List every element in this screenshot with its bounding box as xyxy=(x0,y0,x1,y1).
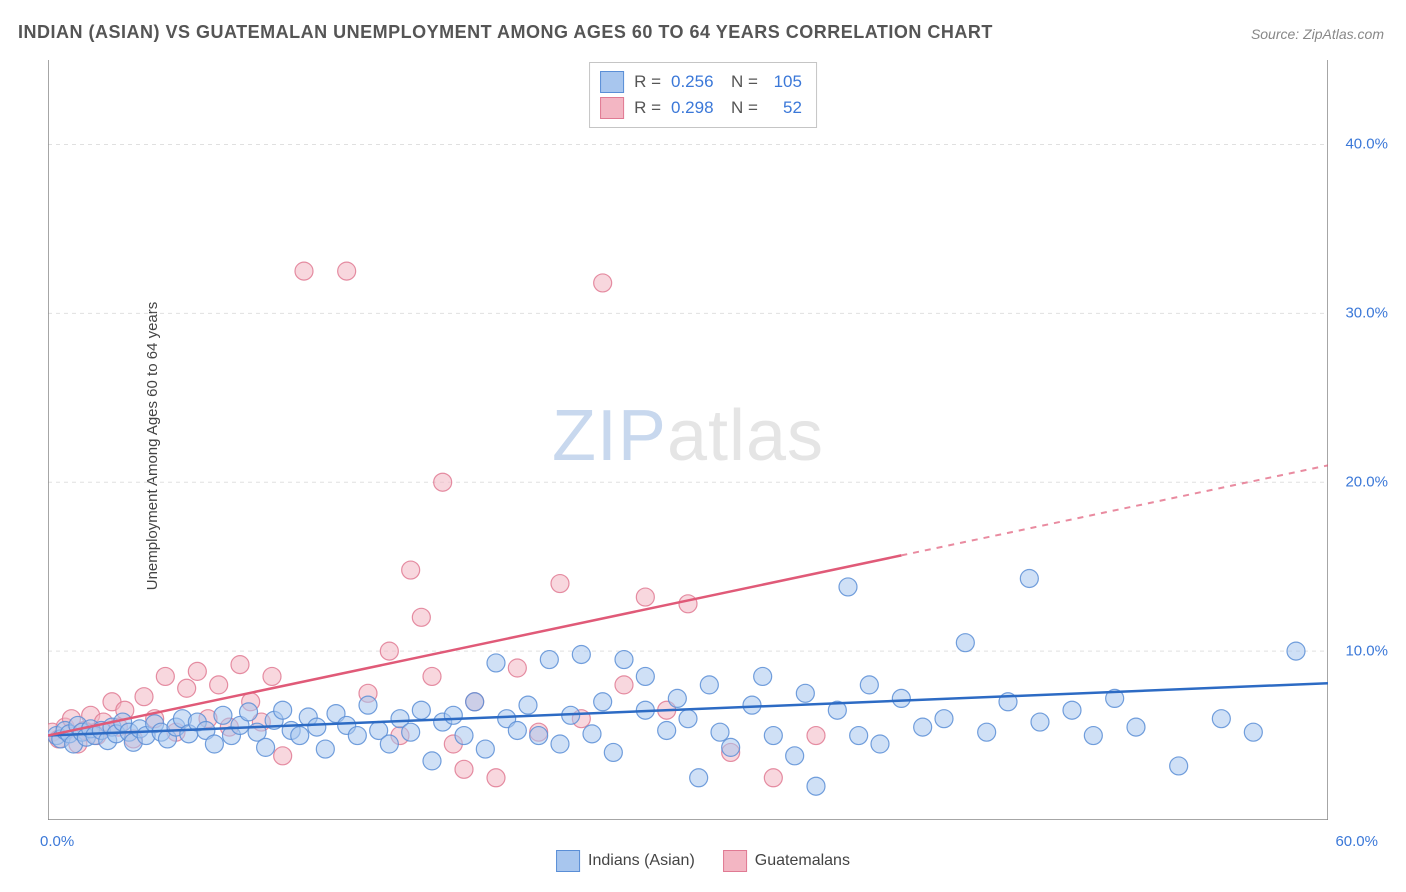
legend-swatch-1 xyxy=(723,850,747,872)
stats-r-val-0: 0.256 xyxy=(671,72,721,92)
stats-r-label-1: R = xyxy=(634,98,661,118)
legend-item-1: Guatemalans xyxy=(723,850,850,872)
x-tick-max: 60.0% xyxy=(1335,833,1378,850)
legend-swatch-0 xyxy=(556,850,580,872)
legend-label-0: Indians (Asian) xyxy=(588,852,695,870)
y-tick-label: 40.0% xyxy=(1345,136,1388,153)
y-tick-label: 10.0% xyxy=(1345,643,1388,660)
stats-row-0: R = 0.256 N = 105 xyxy=(600,69,802,95)
stats-n-label-1: N = xyxy=(731,98,758,118)
bottom-legend: Indians (Asian) Guatemalans xyxy=(556,850,850,872)
plot-area: ZIPatlas 0.0% 60.0% 10.0%20.0%30.0%40.0% xyxy=(48,60,1328,820)
stats-n-val-1: 52 xyxy=(768,98,802,118)
y-tick-label: 30.0% xyxy=(1345,305,1388,322)
chart-title: INDIAN (ASIAN) VS GUATEMALAN UNEMPLOYMEN… xyxy=(18,22,993,43)
stats-swatch-0 xyxy=(600,71,624,93)
stats-r-label-0: R = xyxy=(634,72,661,92)
chart-svg xyxy=(48,60,1328,820)
stats-swatch-1 xyxy=(600,97,624,119)
y-tick-label: 20.0% xyxy=(1345,474,1388,491)
legend-label-1: Guatemalans xyxy=(755,852,850,870)
stats-legend: R = 0.256 N = 105 R = 0.298 N = 52 xyxy=(589,62,817,128)
stats-n-label-0: N = xyxy=(731,72,758,92)
x-tick-min: 0.0% xyxy=(40,833,74,850)
stats-row-1: R = 0.298 N = 52 xyxy=(600,95,802,121)
stats-r-val-1: 0.298 xyxy=(671,98,721,118)
source-label: Source: ZipAtlas.com xyxy=(1251,26,1384,42)
stats-n-val-0: 105 xyxy=(768,72,802,92)
legend-item-0: Indians (Asian) xyxy=(556,850,695,872)
